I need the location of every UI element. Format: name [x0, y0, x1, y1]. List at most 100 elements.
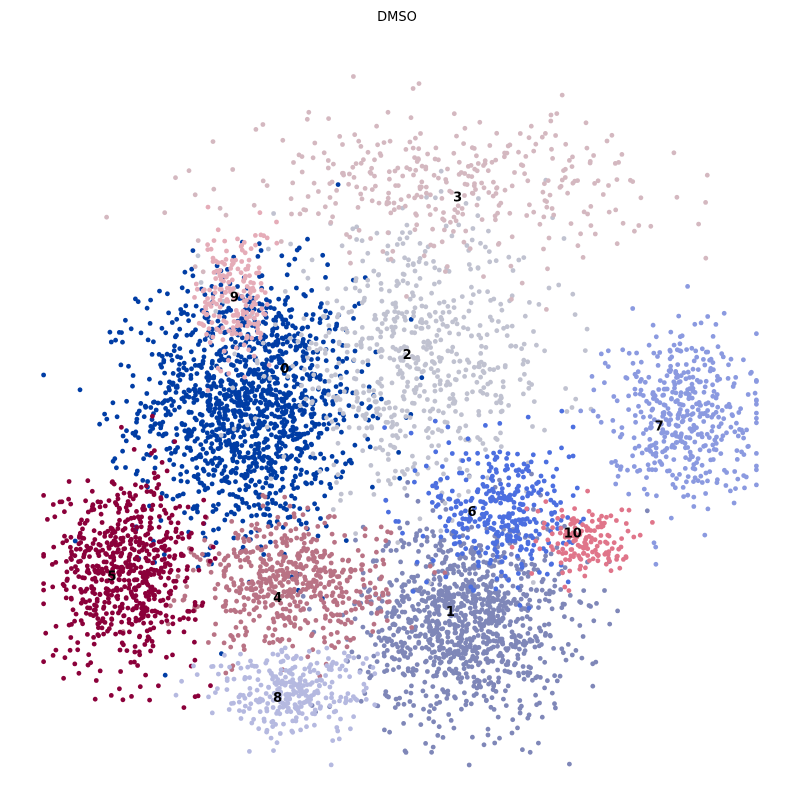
point-cluster-0 — [190, 248, 196, 254]
point-cluster-4 — [292, 599, 297, 605]
point-cluster-1 — [499, 659, 505, 665]
point-cluster-5 — [94, 563, 100, 569]
point-cluster-0 — [313, 336, 319, 341]
point-cluster-2 — [371, 492, 377, 497]
point-cluster-1 — [477, 596, 483, 602]
point-cluster-4 — [339, 589, 345, 595]
point-cluster-1 — [496, 679, 501, 685]
point-cluster-6 — [505, 534, 510, 540]
point-cluster-4 — [310, 549, 315, 555]
point-cluster-5 — [142, 642, 148, 647]
point-cluster-1 — [515, 652, 521, 658]
point-cluster-0 — [301, 357, 306, 362]
point-cluster-0 — [170, 496, 176, 502]
point-cluster-0 — [224, 442, 230, 448]
point-cluster-4 — [330, 578, 336, 584]
point-cluster-1 — [565, 642, 571, 647]
point-cluster-0 — [201, 424, 207, 429]
point-cluster-2 — [441, 471, 446, 477]
point-cluster-1 — [431, 719, 436, 725]
point-cluster-2 — [428, 345, 433, 350]
point-cluster-5 — [147, 520, 153, 525]
point-cluster-1 — [479, 627, 484, 633]
point-cluster-3 — [414, 159, 420, 164]
point-cluster-3 — [462, 193, 467, 198]
point-cluster-0 — [315, 533, 321, 539]
point-cluster-6 — [480, 505, 486, 511]
point-cluster-3 — [449, 190, 454, 195]
point-cluster-2 — [431, 370, 437, 375]
point-cluster-1 — [410, 666, 416, 672]
point-cluster-0 — [157, 288, 162, 294]
point-cluster-1 — [422, 679, 428, 685]
point-cluster-1 — [353, 537, 358, 543]
point-cluster-3 — [195, 238, 201, 244]
point-cluster-3 — [554, 111, 560, 116]
point-cluster-3 — [423, 184, 429, 190]
point-cluster-3 — [606, 183, 611, 188]
point-cluster-4 — [239, 527, 245, 533]
point-cluster-1 — [560, 650, 566, 656]
point-cluster-2 — [338, 375, 344, 381]
point-cluster-2 — [323, 347, 328, 353]
point-cluster-0 — [240, 518, 246, 524]
point-cluster-1 — [463, 640, 468, 646]
point-cluster-3 — [588, 204, 594, 209]
point-cluster-2 — [412, 330, 418, 336]
point-cluster-1 — [470, 556, 476, 561]
point-cluster-6 — [526, 605, 532, 611]
point-cluster-0 — [229, 449, 235, 454]
point-cluster-3 — [340, 142, 345, 147]
point-cluster-0 — [234, 358, 240, 364]
point-cluster-4 — [281, 577, 287, 582]
point-cluster-1 — [536, 643, 542, 649]
point-cluster-4 — [256, 571, 262, 576]
point-cluster-5 — [212, 556, 218, 561]
point-cluster-1 — [393, 547, 399, 553]
point-cluster-2 — [441, 299, 447, 305]
point-cluster-2 — [414, 366, 419, 371]
point-cluster-2 — [413, 283, 419, 289]
point-cluster-4 — [360, 577, 366, 582]
point-cluster-6 — [453, 541, 458, 546]
point-cluster-6 — [478, 499, 483, 504]
point-cluster-2 — [430, 406, 436, 412]
point-cluster-3 — [600, 192, 606, 197]
point-cluster-2 — [364, 425, 370, 431]
point-cluster-3 — [592, 181, 597, 186]
point-cluster-0 — [329, 454, 335, 459]
point-cluster-1 — [556, 571, 562, 577]
point-cluster-0 — [185, 479, 190, 485]
point-cluster-1 — [457, 556, 463, 561]
point-cluster-0 — [281, 371, 287, 376]
point-cluster-1 — [458, 679, 464, 685]
point-cluster-2 — [218, 432, 224, 438]
point-cluster-0 — [209, 441, 215, 447]
point-cluster-1 — [590, 683, 596, 689]
point-cluster-2 — [481, 385, 487, 390]
point-cluster-5 — [144, 638, 150, 643]
point-cluster-1 — [510, 717, 516, 723]
point-cluster-1 — [591, 618, 597, 624]
point-cluster-2 — [333, 372, 338, 378]
point-cluster-0 — [151, 399, 157, 405]
point-cluster-4 — [241, 536, 246, 541]
point-cluster-0 — [259, 379, 265, 384]
point-cluster-5 — [133, 534, 139, 540]
point-cluster-6 — [445, 424, 451, 430]
point-cluster-0 — [173, 447, 178, 453]
point-cluster-3 — [533, 141, 539, 147]
point-cluster-4 — [223, 670, 229, 676]
point-cluster-3 — [330, 214, 335, 220]
point-cluster-2 — [476, 409, 482, 414]
point-cluster-2 — [432, 339, 438, 344]
point-cluster-2 — [410, 261, 416, 266]
point-cluster-4 — [357, 589, 363, 595]
point-cluster-6 — [565, 515, 571, 520]
point-cluster-0 — [419, 375, 425, 381]
point-cluster-2 — [542, 427, 547, 433]
point-cluster-5 — [75, 640, 81, 645]
point-cluster-4 — [284, 536, 290, 541]
point-cluster-1 — [419, 597, 425, 603]
point-cluster-3 — [549, 146, 554, 152]
